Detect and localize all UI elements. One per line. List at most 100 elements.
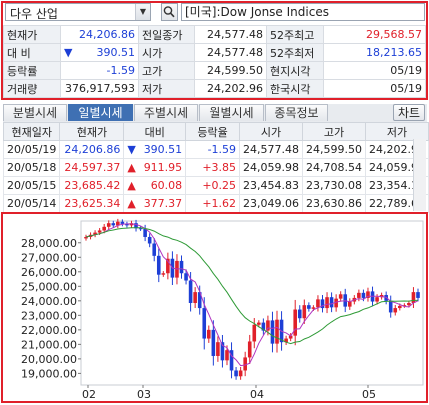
open-cell: 24,059.98 bbox=[239, 158, 304, 177]
chart-button[interactable]: 차트 bbox=[393, 104, 425, 121]
column-header[interactable]: 저가 bbox=[365, 122, 429, 141]
y-tick-label: 24,000.00 bbox=[21, 295, 77, 308]
candle-body bbox=[261, 322, 266, 331]
candle-body bbox=[84, 236, 88, 239]
quote-value: ▼ 390.51 bbox=[60, 43, 139, 62]
search-button[interactable] bbox=[161, 3, 178, 21]
candle-body bbox=[347, 301, 352, 307]
column-header[interactable]: 현재일자 bbox=[2, 122, 61, 141]
tab-5[interactable]: 종목정보 bbox=[265, 104, 328, 121]
quote-label: 저가 bbox=[138, 79, 195, 98]
open-cell: 23,454.83 bbox=[239, 176, 304, 195]
rate-cell: -1.59 bbox=[185, 140, 241, 159]
quote-label: 전일종가 bbox=[138, 25, 195, 44]
column-header[interactable]: 대비 bbox=[123, 122, 187, 141]
candle-body bbox=[257, 322, 261, 325]
candle-body bbox=[416, 292, 420, 298]
candle-body bbox=[134, 223, 138, 229]
chevron-down-icon[interactable]: ▼ bbox=[135, 4, 150, 20]
table-scrollbar[interactable] bbox=[413, 139, 426, 211]
candle-body bbox=[402, 305, 407, 307]
candle-body bbox=[229, 350, 234, 371]
y-tick-label: 19,000.00 bbox=[21, 367, 77, 380]
column-header[interactable]: 등락율 bbox=[185, 122, 241, 141]
tab-4[interactable]: 월별시세 bbox=[199, 104, 264, 121]
candle-body bbox=[325, 297, 329, 309]
column-header[interactable]: 현재가 bbox=[59, 122, 125, 141]
quote-value-text: 390.51 bbox=[96, 46, 136, 59]
candle-body bbox=[106, 223, 111, 227]
candle-body bbox=[297, 309, 302, 319]
rate-cell: +1.62 bbox=[185, 194, 241, 213]
quote-value: 29,568.57 bbox=[323, 25, 426, 44]
x-tick-label: 02 bbox=[82, 388, 96, 401]
moving-average-short bbox=[85, 223, 419, 367]
symbol-combo[interactable]: 다우 산업 ▼ bbox=[5, 3, 151, 21]
tab-2[interactable]: 일별시세 bbox=[68, 104, 133, 121]
column-header[interactable]: 시가 bbox=[239, 122, 304, 141]
quote-value: 24,599.50 bbox=[194, 61, 267, 80]
search-bar: 다우 산업 ▼ [미국]:Dow Jonse Indices bbox=[0, 0, 429, 24]
candle-body bbox=[166, 258, 170, 274]
table-header: 현재일자 현재가 대비 등락율 시가 고가 저가 bbox=[2, 122, 429, 141]
change-value: 377.37 bbox=[143, 197, 183, 210]
candle-body bbox=[243, 357, 247, 371]
candle-body bbox=[398, 305, 402, 309]
quote-label: 고가 bbox=[138, 61, 195, 80]
quote-row: 현재가 24,206.86 전일종가 24,577.48 52주최고 29,568.57 bbox=[3, 25, 426, 44]
table-row[interactable]: 20/05/19 24,206.86 ▼ 390.51 -1.59 24,577.48 24… bbox=[2, 140, 429, 159]
rate-cell: +3.85 bbox=[185, 158, 241, 177]
candle-body bbox=[225, 350, 229, 361]
y-tick-label: 26,000.00 bbox=[21, 266, 77, 279]
column-header[interactable]: 고가 bbox=[302, 122, 366, 141]
date-cell: 20/05/14 bbox=[2, 194, 61, 213]
date-cell: 20/05/19 bbox=[2, 140, 61, 159]
tab-1[interactable]: 분별시세 bbox=[3, 104, 67, 121]
price-cell: 23,625.34 bbox=[59, 194, 125, 213]
candle-body bbox=[284, 338, 288, 343]
quote-value: 24,577.48 bbox=[194, 43, 267, 62]
quote-label: 거래량 bbox=[3, 79, 61, 98]
candle-body bbox=[307, 305, 311, 309]
high-cell: 24,708.54 bbox=[302, 158, 366, 177]
candle-body bbox=[152, 243, 157, 256]
change-value: 390.51 bbox=[143, 143, 183, 156]
candle-body bbox=[407, 303, 411, 306]
y-tick-label: 23,000.00 bbox=[21, 309, 77, 322]
candle-body bbox=[293, 309, 298, 336]
candle-body bbox=[252, 324, 257, 342]
quote-label: 한국시각 bbox=[266, 79, 324, 98]
table-row[interactable]: 20/05/15 23,685.42 ▲ 60.08 +0.25 23,454.83 23,… bbox=[2, 176, 429, 195]
open-cell: 23,049.06 bbox=[239, 194, 304, 213]
candle-body bbox=[311, 307, 316, 309]
candle-body bbox=[93, 232, 97, 235]
y-tick-label: 28,000.00 bbox=[21, 237, 77, 250]
candle-body bbox=[334, 298, 338, 308]
candle-body bbox=[97, 230, 102, 233]
quote-value-text: 24,206.86 bbox=[79, 28, 135, 41]
candle-body bbox=[375, 297, 379, 302]
quote-label: 대 비 bbox=[3, 43, 61, 62]
candle-body bbox=[197, 292, 202, 309]
table-row[interactable]: 20/05/14 23,625.34 ▲ 377.37 +1.62 23,049.06 23… bbox=[2, 194, 429, 213]
candle-body bbox=[234, 370, 238, 377]
moving-average-long bbox=[85, 227, 418, 345]
change-cell: ▲ 911.95 bbox=[123, 158, 187, 177]
candle-body bbox=[216, 342, 220, 356]
tab-3[interactable]: 주별시세 bbox=[134, 104, 198, 121]
daily-price-table: 현재일자 현재가 대비 등락율 시가 고가 저가 20/05/19 24,206.86 ▼ 390.… bbox=[2, 122, 429, 213]
down-arrow-icon: ▼ bbox=[127, 143, 136, 156]
search-icon bbox=[163, 6, 175, 18]
table-row[interactable]: 20/05/18 24,597.37 ▲ 911.95 +3.85 24,059.98 24… bbox=[2, 158, 429, 177]
quote-value: 18,213.65 bbox=[323, 43, 426, 62]
open-cell: 24,577.48 bbox=[239, 140, 304, 159]
candle-body bbox=[211, 329, 216, 356]
candle-body bbox=[147, 236, 152, 244]
candle-body bbox=[120, 221, 125, 224]
candle-body bbox=[220, 342, 225, 361]
change-value: 911.95 bbox=[143, 161, 183, 174]
quote-label: 52주최저 bbox=[266, 43, 324, 62]
quote-label: 현재가 bbox=[3, 25, 61, 44]
candle-body bbox=[329, 297, 334, 308]
candle-body bbox=[366, 291, 370, 298]
